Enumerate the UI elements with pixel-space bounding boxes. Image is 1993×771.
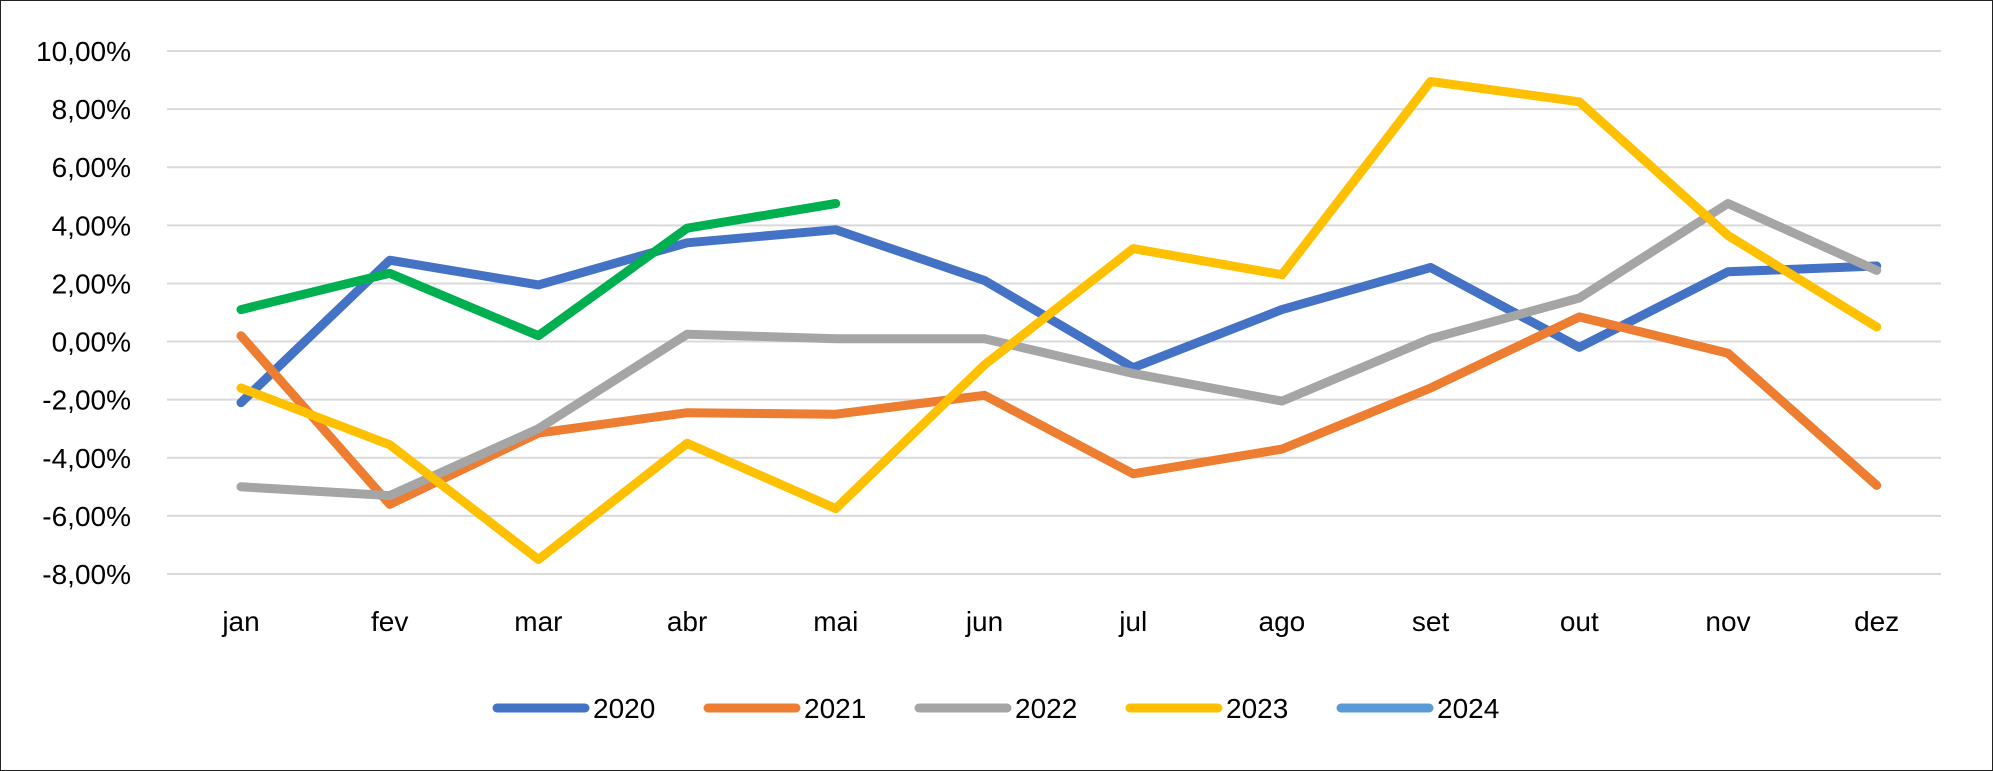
legend: 2020 2021 2022 2023 2024	[492, 693, 1499, 724]
y-tick-label: 6,00%	[52, 152, 131, 183]
legend-label: 2024	[1437, 693, 1499, 724]
legend-item-2021: 2021	[703, 693, 866, 724]
y-tick-label: 4,00%	[52, 210, 131, 241]
series-line-2024	[236, 199, 841, 341]
gridlines	[167, 50, 1941, 575]
series-line-2023	[236, 77, 1882, 564]
legend-label: 2021	[804, 693, 866, 724]
x-tick-label: ago	[1259, 606, 1306, 637]
x-tick-label: abr	[667, 606, 707, 637]
x-axis-tick-labels: jan fev mar abr mai jun jul ago set out nov dez	[221, 606, 1899, 637]
x-tick-label: fev	[371, 606, 408, 637]
series-line-2022	[236, 199, 1882, 501]
y-tick-label: -4,00%	[42, 443, 131, 474]
x-tick-label: jan	[221, 606, 259, 637]
series-line-2020	[236, 225, 1882, 408]
y-tick-label: -8,00%	[42, 559, 131, 590]
series-lines	[236, 77, 1882, 564]
legend-label: 2020	[593, 693, 655, 724]
x-tick-label: set	[1412, 606, 1450, 637]
legend-label: 2023	[1226, 693, 1288, 724]
legend-label: 2022	[1015, 693, 1077, 724]
y-tick-label: 2,00%	[52, 268, 131, 299]
legend-item-2023: 2023	[1125, 693, 1288, 724]
x-tick-label: jul	[1118, 606, 1147, 637]
series-line-2021	[236, 312, 1882, 509]
y-axis-tick-labels: 10,00% 8,00% 6,00% 4,00% 2,00% 0,00% -2,00% -4,…	[36, 36, 131, 590]
y-tick-label: 8,00%	[52, 94, 131, 125]
x-tick-label: dez	[1854, 606, 1899, 637]
x-tick-label: mai	[813, 606, 858, 637]
legend-item-2024: 2024	[1336, 693, 1499, 724]
x-tick-label: out	[1560, 606, 1599, 637]
legend-item-2020: 2020	[492, 693, 655, 724]
y-tick-label: -2,00%	[42, 385, 131, 416]
y-tick-label: 10,00%	[36, 36, 131, 67]
x-tick-label: mar	[514, 606, 562, 637]
y-tick-label: 0,00%	[52, 327, 131, 358]
y-tick-label: -6,00%	[42, 501, 131, 532]
x-tick-label: nov	[1705, 606, 1750, 637]
legend-item-2022: 2022	[914, 693, 1077, 724]
x-tick-label: jun	[965, 606, 1003, 637]
